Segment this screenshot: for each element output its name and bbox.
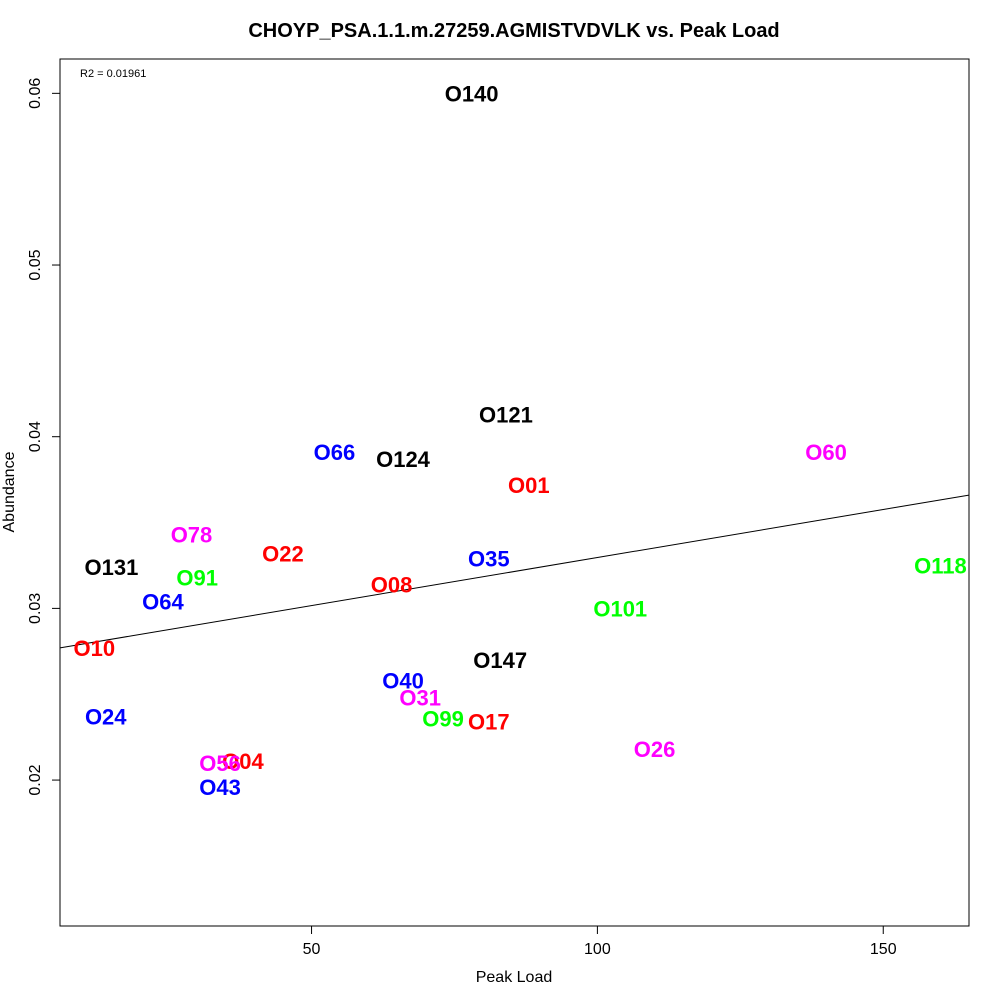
point-label: O24 — [85, 705, 127, 730]
point-label: O121 — [479, 402, 533, 427]
y-tick-label: 0.02 — [27, 764, 44, 795]
chart-title: CHOYP_PSA.1.1.m.27259.AGMISTVDVLK vs. Pe… — [248, 20, 779, 42]
point-label: O118 — [914, 553, 967, 578]
regression-line — [59, 494, 970, 649]
point-label: O22 — [262, 541, 304, 566]
point-label: O31 — [399, 686, 441, 711]
point-label: O140 — [445, 81, 499, 106]
x-tick-label: 50 — [303, 941, 321, 958]
point-label: O99 — [422, 706, 464, 731]
point-label: O66 — [314, 440, 356, 465]
point-label: O91 — [176, 565, 218, 590]
x-axis-label: Peak Load — [476, 969, 553, 986]
point-label: O131 — [85, 555, 139, 580]
point-label: O40 — [382, 668, 424, 693]
y-tick-label: 0.03 — [27, 593, 44, 624]
point-label: O17 — [468, 710, 510, 735]
y-axis-label: Abundance — [1, 451, 18, 532]
point-label: O35 — [468, 547, 510, 572]
point-label: O01 — [508, 473, 550, 498]
point-label: O10 — [74, 636, 116, 661]
point-label: O04 — [222, 749, 264, 774]
plot-area — [59, 58, 970, 927]
point-label: O124 — [376, 447, 431, 472]
x-tick-label: 100 — [584, 941, 611, 958]
point-label: O101 — [593, 596, 647, 621]
data-points: O140 O121 O124 O66 O01 O60 O118 O78 O22 O131 O91 O3… — [74, 81, 967, 800]
point-label: O26 — [634, 737, 676, 762]
y-axis: 0.02 0.03 0.04 0.05 0.06 — [27, 78, 60, 796]
point-label: O08 — [371, 572, 413, 597]
x-tick-label: 150 — [870, 941, 897, 958]
point-label: O60 — [805, 440, 847, 465]
y-tick-label: 0.04 — [27, 421, 44, 452]
point-label: O43 — [199, 775, 241, 800]
y-tick-label: 0.06 — [27, 78, 44, 109]
y-tick-label: 0.05 — [27, 249, 44, 280]
point-label: O56 — [199, 751, 241, 776]
point-label: O78 — [171, 523, 213, 548]
r2-annotation: R2 = 0.01961 — [80, 68, 146, 80]
point-label: O147 — [473, 648, 527, 673]
point-label: O64 — [142, 590, 184, 615]
x-axis: 50 100 150 — [303, 926, 897, 958]
